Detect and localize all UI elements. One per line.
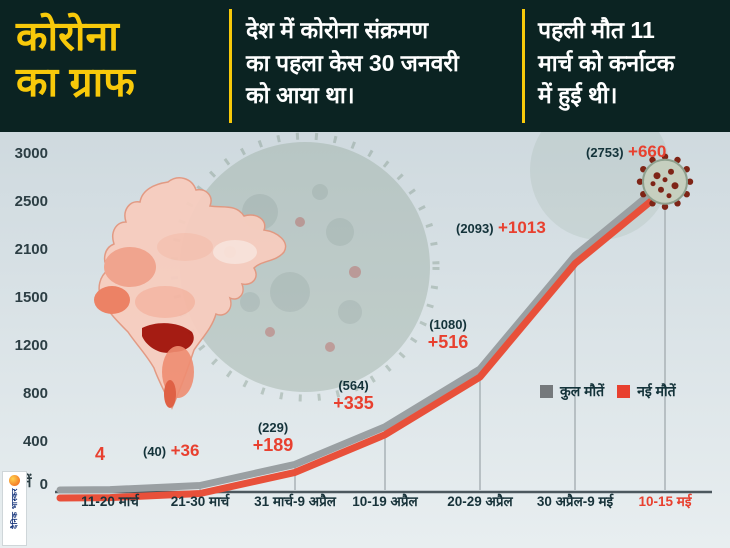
x-axis-label: 31 मार्च-9 अप्रैल — [254, 494, 336, 509]
y-tick: 800 — [22, 385, 48, 402]
legend-label-new: नई मौतें — [637, 383, 676, 399]
point-total: (2753) — [586, 145, 624, 160]
point-label: (1080) +516 — [408, 317, 488, 353]
point-new: +516 — [427, 332, 469, 352]
chart-series — [56, 153, 694, 502]
point-total: (2093) — [456, 221, 494, 236]
y-tick: 2100 — [14, 241, 48, 258]
point-total: (564) — [338, 378, 369, 393]
legend-swatch-total — [540, 385, 553, 398]
point-new: +335 — [333, 393, 374, 413]
page-title: कोरोना का ग्राफ — [16, 13, 135, 105]
x-axis-label: 20-29 अप्रैल — [447, 494, 513, 509]
india-map — [94, 177, 287, 410]
chart-svg — [55, 132, 712, 502]
point-label: (229) +189 — [237, 420, 309, 456]
point-total: (1080) — [429, 317, 467, 332]
header-divider-left — [229, 9, 232, 123]
y-tick: 3000 — [14, 145, 48, 162]
point-new: +660 — [628, 142, 667, 161]
header: कोरोना का ग्राफ देश में कोरोना संक्रमण क… — [0, 0, 730, 132]
y-tick: 1500 — [14, 289, 48, 306]
x-axis-label: 11-20 मार्च — [81, 494, 139, 509]
x-axis-label: 10-19 अप्रैल — [352, 494, 418, 509]
sun-icon — [9, 475, 20, 486]
chart-legend: कुल मौतें नई मौतें — [540, 382, 682, 401]
y-tick: 1200 — [14, 337, 48, 354]
y-tick: 400 — [22, 433, 48, 450]
point-label: (40) +36 — [143, 441, 199, 461]
legend-label-total: कुल मौतें — [560, 383, 605, 399]
point-total: (229) — [257, 420, 289, 435]
x-axis-label: 30 अप्रैल-9 मई — [536, 494, 614, 509]
y-tick: 0 — [39, 476, 48, 493]
x-axis-label-current: 10-15 मई — [638, 494, 692, 509]
y-tick: 2500 — [14, 193, 48, 210]
point-new: +36 — [170, 441, 200, 460]
point-new: +189 — [252, 435, 294, 455]
brand-name: दैनिक भास्कर — [9, 488, 19, 529]
legend-swatch-new — [617, 385, 631, 398]
bhaskar-logo: दैनिक भास्कर — [2, 471, 27, 546]
x-axis-label: 21-30 मार्च — [170, 494, 230, 509]
point-new: +1013 — [498, 218, 546, 237]
point-label: (2753) +660 — [586, 142, 666, 162]
point-label: (2093) +1013 — [456, 218, 546, 238]
point-label: (564) +335 — [316, 378, 391, 414]
header-divider-right — [522, 9, 525, 123]
header-note-first-death: पहली मौत 11 मार्च को कर्नाटक में हुई थी। — [538, 17, 675, 109]
header-note-first-case: देश में कोरोना संक्रमण का पहला केस 30 जन… — [246, 17, 459, 109]
point-total: (40) — [143, 444, 167, 459]
chart-area: 3000 2500 2100 1500 1200 800 400 0 मौतें… — [0, 132, 730, 548]
point-label: 4 — [95, 444, 106, 464]
